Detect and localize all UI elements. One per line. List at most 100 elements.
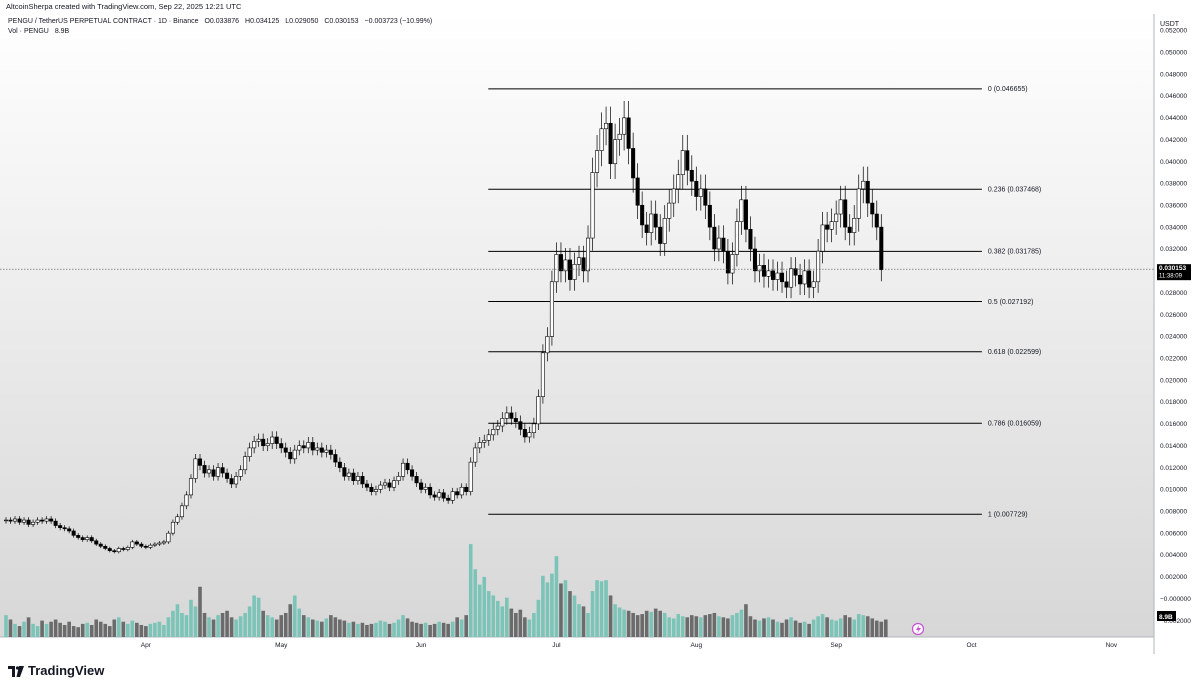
candle xyxy=(225,468,230,483)
candle xyxy=(581,245,586,283)
candle-body xyxy=(378,484,383,490)
volume-bar xyxy=(811,619,816,637)
candle xyxy=(166,530,171,544)
high-value: H0.034125 xyxy=(245,18,280,25)
candle-body xyxy=(518,421,523,430)
volume-bar xyxy=(816,616,820,637)
candle xyxy=(527,426,532,443)
candle-body xyxy=(464,486,469,492)
volume-bar xyxy=(495,600,500,637)
volume-bar xyxy=(139,624,144,637)
volume-bar xyxy=(193,606,198,637)
candle xyxy=(85,535,90,542)
volume-bar xyxy=(35,626,40,637)
candle xyxy=(207,465,212,478)
candle-body xyxy=(495,425,500,430)
candle-body xyxy=(392,480,397,488)
price-axis[interactable]: 0.052000 0.050000 0.048000 0.046000 0.044000… xyxy=(1160,28,1191,625)
candle-body xyxy=(125,547,130,550)
candle xyxy=(139,542,144,549)
volume-bar xyxy=(829,619,834,637)
candle xyxy=(626,101,631,165)
candle-body xyxy=(292,449,297,460)
candle-body xyxy=(599,128,604,151)
volume-bar xyxy=(586,612,590,637)
volume-bar xyxy=(324,618,329,637)
candle-body xyxy=(734,221,739,255)
candle xyxy=(324,444,329,458)
volume-bar xyxy=(505,597,509,637)
candle-body xyxy=(31,521,36,525)
candle-body xyxy=(364,483,369,488)
volume-bar xyxy=(342,620,347,637)
volume-label[interactable]: Vol · PENGU xyxy=(8,28,49,35)
candle-body xyxy=(798,274,803,285)
candle xyxy=(522,423,527,443)
candle xyxy=(373,485,378,496)
volume-bar xyxy=(423,622,428,637)
volume-badge: 8.9B xyxy=(1157,611,1176,621)
candle xyxy=(98,542,103,549)
candle-body xyxy=(807,270,812,288)
candle-body xyxy=(586,237,591,272)
candle xyxy=(567,248,572,291)
candle xyxy=(446,494,451,504)
candle xyxy=(202,460,207,478)
volume-bar xyxy=(369,623,374,637)
candle xyxy=(653,200,658,241)
candle xyxy=(712,214,717,262)
fib-level-label: 1 (0.007729) xyxy=(988,512,1028,519)
candle-body xyxy=(405,462,410,471)
candle xyxy=(531,417,536,439)
volume-bar xyxy=(450,621,455,637)
volume-bar xyxy=(207,617,211,637)
volume-bar xyxy=(180,612,184,637)
volume-bar xyxy=(162,624,166,637)
candle xyxy=(856,174,861,232)
fib-level-label: 0.786 (0.016059) xyxy=(988,421,1041,428)
volume-bar xyxy=(301,615,306,637)
candle xyxy=(617,117,622,156)
volume-bar xyxy=(554,556,559,637)
lightning-icon[interactable] xyxy=(911,622,925,636)
volume-bar xyxy=(802,621,807,637)
time-axis[interactable]: Apr May Jun Jul Aug Sep Oct Nov xyxy=(141,642,1118,649)
volume-bar xyxy=(112,619,117,637)
candle-body xyxy=(98,543,103,547)
price-tick-label: 0.016000 xyxy=(1160,421,1187,428)
volume-bar xyxy=(76,627,80,637)
candle xyxy=(613,123,618,179)
candle-body xyxy=(680,150,685,175)
candle xyxy=(536,389,541,430)
candle-body xyxy=(870,202,875,215)
candle xyxy=(35,517,40,525)
currency-label[interactable]: USDT xyxy=(1160,21,1180,28)
volume-bar xyxy=(387,623,392,637)
candle xyxy=(351,468,356,485)
candle xyxy=(94,538,99,547)
candle xyxy=(8,517,13,524)
volume-bar xyxy=(175,604,180,637)
candle xyxy=(170,519,175,536)
volume-bar xyxy=(599,581,604,637)
candle xyxy=(405,458,410,475)
symbol-name[interactable]: PENGU / TetherUS PERPETUAL CONTRACT · 1D… xyxy=(8,18,199,25)
candle xyxy=(152,542,157,548)
tradingview-logo[interactable]: TradingView xyxy=(8,662,104,678)
candle-body xyxy=(328,449,333,455)
candle xyxy=(193,453,198,483)
candle xyxy=(599,112,604,167)
candle xyxy=(62,525,67,532)
candle xyxy=(22,517,27,525)
candle-body xyxy=(604,122,609,130)
candle xyxy=(188,474,193,499)
candle-body xyxy=(576,257,582,265)
candle-body xyxy=(116,548,121,553)
candle xyxy=(346,468,351,481)
candle-body xyxy=(446,497,451,501)
candle-body xyxy=(310,442,315,451)
candle-body xyxy=(761,265,766,277)
candle-body xyxy=(234,476,239,485)
candle-body xyxy=(419,482,424,490)
